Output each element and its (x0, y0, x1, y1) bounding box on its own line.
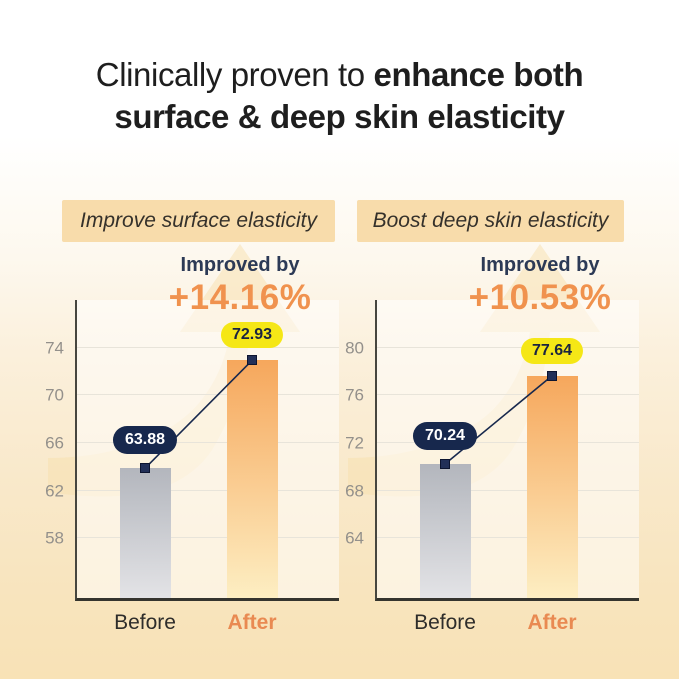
improved-by-label: Improved by (180, 254, 300, 276)
after-bar (526, 375, 578, 598)
y-axis-tick-label: 74 (45, 338, 64, 358)
trend-connector-line (444, 375, 553, 465)
y-axis-tick-label: 66 (45, 433, 64, 453)
improvement-percentage: +14.16% (168, 278, 312, 317)
deep-elasticity-chart: 64 68 72 76 80 70.24 77.64 Before After (340, 240, 640, 652)
data-point-marker (440, 459, 450, 470)
title-line2-text: surface & deep skin elasticity (114, 98, 565, 136)
before-value-badge: 63.88 (112, 426, 178, 455)
after-bar (226, 360, 278, 598)
title-bold-text: enhance both (373, 56, 584, 93)
gridline (377, 394, 639, 396)
gridline (77, 537, 339, 539)
gridline (377, 489, 639, 491)
y-axis-tick-label: 80 (345, 338, 364, 358)
improved-by-label: Improved by (480, 254, 600, 276)
y-axis-tick-label: 70 (45, 385, 64, 405)
surface-improvement-callout: Improved by +14.16% (110, 254, 370, 318)
surface-elasticity-chip: Improve surface elasticity (62, 200, 335, 242)
data-point-marker (140, 463, 150, 474)
y-axis-tick-label: 58 (45, 528, 64, 548)
gridline (377, 537, 639, 539)
before-bar (119, 468, 171, 598)
deep-improvement-callout: Improved by +10.53% (410, 254, 670, 318)
y-axis-tick-label: 72 (345, 433, 364, 453)
improvement-percentage: +10.53% (468, 278, 612, 317)
before-value-badge: 70.24 (412, 422, 478, 451)
data-point-marker (547, 370, 557, 381)
surface-elasticity-chart: 58 62 66 70 74 63.88 72.93 Before After (40, 240, 340, 652)
after-axis-label: After (227, 611, 277, 634)
title-regular-text: Clinically proven to (95, 56, 374, 93)
data-point-marker (247, 355, 257, 366)
y-axis-tick-label: 76 (345, 385, 364, 405)
gridline (377, 346, 639, 348)
after-value-badge: 72.93 (220, 322, 284, 349)
before-axis-label: Before (114, 611, 176, 634)
page-title: Clinically proven to enhance both surfac… (0, 54, 679, 138)
gridline (77, 489, 339, 491)
gridline (77, 394, 339, 396)
before-bar (419, 464, 471, 598)
deep-elasticity-chip: Boost deep skin elasticity (357, 200, 624, 242)
y-axis-tick-label: 64 (345, 528, 364, 548)
after-axis-label: After (527, 611, 577, 634)
gridline (77, 346, 339, 348)
y-axis-tick-label: 68 (345, 481, 364, 501)
y-axis-tick-label: 62 (45, 481, 64, 501)
before-axis-label: Before (414, 611, 476, 634)
plot-area: 64 68 72 76 80 70.24 77.64 Before After (345, 300, 639, 633)
plot-area: 58 62 66 70 74 63.88 72.93 Before After (45, 300, 339, 633)
after-value-badge: 77.64 (520, 337, 584, 364)
